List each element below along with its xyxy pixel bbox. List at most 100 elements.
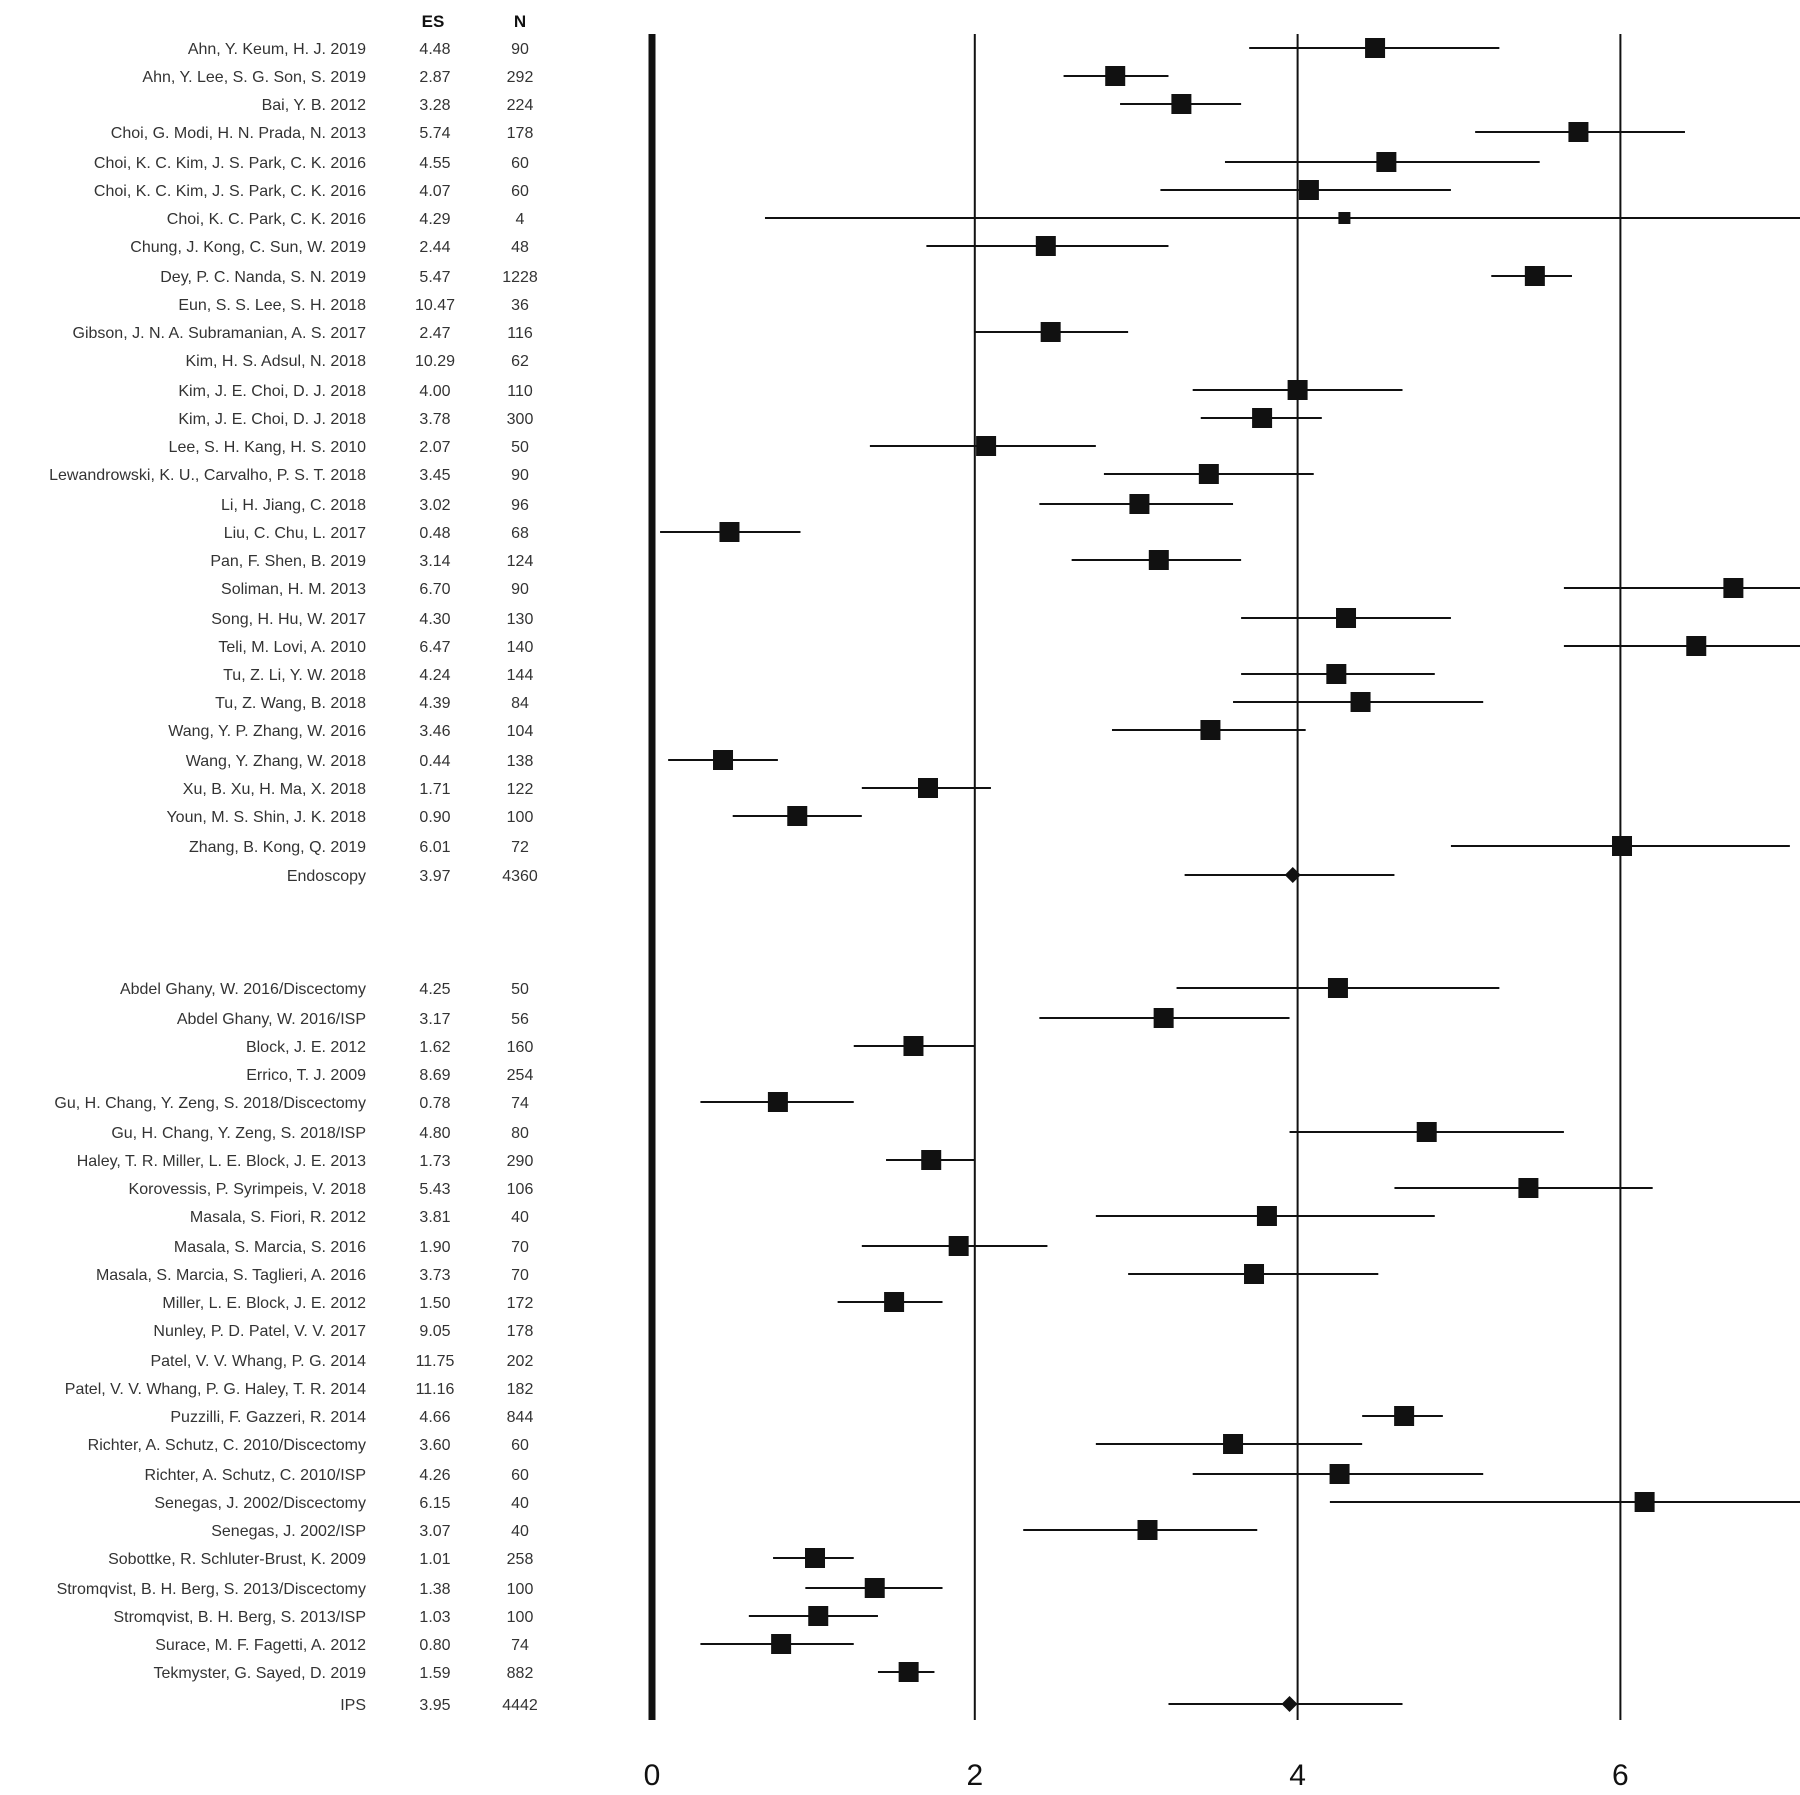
es-value: 3.60 [419,1437,450,1454]
es-value: 0.78 [419,1095,450,1112]
n-value: 60 [511,1467,529,1484]
es-value: 10.29 [415,353,455,370]
n-value: 224 [507,97,534,114]
effect-marker [903,1036,924,1056]
effect-marker [1612,836,1633,856]
es-value: 2.07 [419,439,450,456]
study-label: Kim, H. S. Adsul, N. 2018 [185,353,366,370]
es-value: 4.25 [419,981,450,998]
effect-marker [1244,1264,1265,1284]
n-value: 104 [507,723,534,740]
effect-marker [1416,1122,1437,1142]
n-column-header: N [514,12,526,31]
n-value: 74 [511,1095,529,1112]
n-value: 40 [511,1523,529,1540]
n-value: 60 [511,1437,529,1454]
study-label: Nunley, P. D. Patel, V. V. 2017 [153,1323,366,1340]
n-value: 40 [511,1495,529,1512]
es-value: 6.70 [419,581,450,598]
study-label: Soliman, H. M. 2013 [221,581,366,598]
effect-marker [1568,122,1589,142]
study-label: Patel, V. V. Whang, P. G. 2014 [150,1353,366,1370]
n-value: 100 [507,809,534,826]
es-value: 3.73 [419,1267,450,1284]
study-label: Chung, J. Kong, C. Sun, W. 2019 [130,239,366,256]
study-label: Gu, H. Chang, Y. Zeng, S. 2018/Discectom… [54,1095,366,1112]
es-value: 4.39 [419,695,450,712]
es-value: 4.80 [419,1125,450,1142]
study-label: Song, H. Hu, W. 2017 [211,611,366,628]
effect-marker [1035,236,1056,256]
n-value: 96 [511,497,529,514]
study-label: Gibson, J. N. A. Subramanian, A. S. 2017 [73,325,367,342]
n-value: 258 [507,1551,534,1568]
n-value: 62 [511,353,529,370]
confidence-intervals [660,47,1800,1705]
n-value: 254 [507,1067,534,1084]
study-label: Dey, P. C. Nanda, S. N. 2019 [160,269,366,286]
study-label: Masala, S. Fiori, R. 2012 [190,1209,366,1226]
n-value: 172 [507,1295,534,1312]
study-label: Sobottke, R. Schluter-Brust, K. 2009 [108,1551,366,1568]
n-value: 202 [507,1353,534,1370]
grid-lines [648,34,1622,1720]
study-label: Zhang, B. Kong, Q. 2019 [189,839,366,856]
study-label: Senegas, J. 2002/ISP [211,1523,366,1540]
n-value: 292 [507,69,534,86]
study-label: Stromqvist, B. H. Berg, S. 2013/Discecto… [57,1581,366,1598]
es-value: 6.01 [419,839,450,856]
study-label: Li, H. Jiang, C. 2018 [221,497,366,514]
effect-marker [1148,550,1169,570]
n-value: 90 [511,467,529,484]
effect-marker [1338,212,1351,224]
n-value: 84 [511,695,529,712]
es-value: 5.47 [419,269,450,286]
n-value: 124 [507,553,534,570]
effect-marker [1350,692,1371,712]
study-label: Richter, A. Schutz, C. 2010/ISP [145,1467,366,1484]
effect-marker [1171,94,1192,114]
effect-marker [1394,1406,1415,1426]
es-value: 1.01 [419,1551,450,1568]
study-label: Tekmyster, G. Sayed, D. 2019 [153,1665,366,1682]
study-label: Teli, M. Lovi, A. 2010 [218,639,366,656]
n-value: 178 [507,1323,534,1340]
x-axis-ticks: 02468101214 [644,1759,1629,1792]
study-label: Eun, S. S. Lee, S. H. 2018 [178,297,366,314]
n-value: 48 [511,239,529,256]
n-value: 80 [511,1125,529,1142]
summary-diamond [1284,867,1301,883]
n-value: 100 [507,1609,534,1626]
n-value: 74 [511,1637,529,1654]
n-value: 106 [507,1181,534,1198]
study-label: Xu, B. Xu, H. Ma, X. 2018 [183,781,366,798]
study-label: Choi, G. Modi, H. N. Prada, N. 2013 [111,125,366,142]
study-label: Wang, Y. Zhang, W. 2018 [186,753,366,770]
study-label: Korovessis, P. Syrimpeis, V. 2018 [129,1181,367,1198]
es-value: 2.47 [419,325,450,342]
effect-marker [1252,408,1273,428]
study-label: Masala, S. Marcia, S. Taglieri, A. 2016 [96,1267,366,1284]
effect-marker [805,1548,826,1568]
effect-marker [1040,322,1061,342]
effect-marker [787,806,808,826]
n-value: 70 [511,1267,529,1284]
n-value: 50 [511,439,529,456]
study-label: Choi, K. C. Kim, J. S. Park, C. K. 2016 [94,183,366,200]
es-value: 3.97 [419,868,450,885]
study-label: Puzzilli, F. Gazzeri, R. 2014 [170,1409,366,1426]
study-label: Abdel Ghany, W. 2016/Discectomy [120,981,366,998]
es-value: 4.29 [419,211,450,228]
study-label: Kim, J. E. Choi, D. J. 2018 [178,383,366,400]
effect-marker [771,1634,792,1654]
study-label: Surace, M. F. Fagetti, A. 2012 [155,1637,366,1654]
n-value: 4360 [502,868,538,885]
es-value: 9.05 [419,1323,450,1340]
es-value: 2.87 [419,69,450,86]
effect-marker [1137,1520,1158,1540]
effect-marker [1336,608,1357,628]
study-label: Liu, C. Chu, L. 2017 [224,525,366,542]
effect-marker [1129,494,1150,514]
n-value: 60 [511,155,529,172]
x-tick-label: 0 [644,1759,661,1792]
